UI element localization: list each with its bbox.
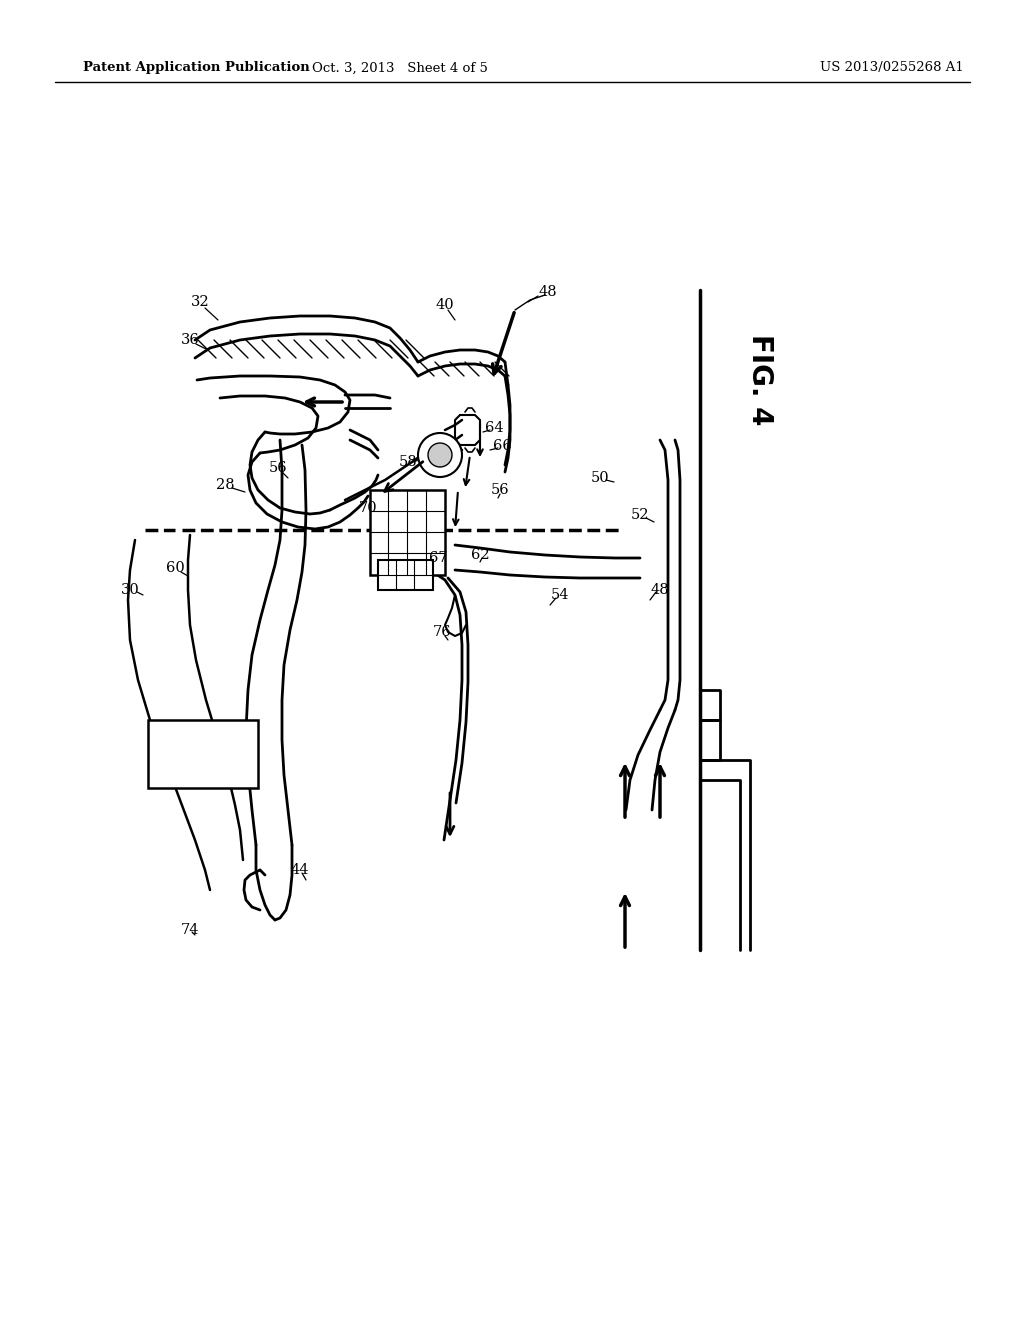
Text: 56: 56 xyxy=(268,461,288,475)
Text: 76: 76 xyxy=(433,624,452,639)
Text: Oct. 3, 2013   Sheet 4 of 5: Oct. 3, 2013 Sheet 4 of 5 xyxy=(312,62,488,74)
Text: 56: 56 xyxy=(490,483,509,498)
Text: 58: 58 xyxy=(398,455,418,469)
Text: 32: 32 xyxy=(190,294,209,309)
Text: Patent Application Publication: Patent Application Publication xyxy=(83,62,309,74)
Text: Actuator: Actuator xyxy=(171,759,236,774)
Text: 64: 64 xyxy=(484,421,504,436)
Text: 44: 44 xyxy=(291,863,309,876)
Text: 67: 67 xyxy=(429,550,447,565)
Text: 62: 62 xyxy=(471,548,489,562)
Text: 28: 28 xyxy=(216,478,234,492)
Text: US 2013/0255268 A1: US 2013/0255268 A1 xyxy=(820,62,964,74)
Text: 50: 50 xyxy=(591,471,609,484)
Text: Controller: Controller xyxy=(165,737,241,751)
Text: 48: 48 xyxy=(539,285,557,300)
Text: 36: 36 xyxy=(180,333,200,347)
Bar xyxy=(378,560,433,590)
Text: 54: 54 xyxy=(551,587,569,602)
Text: 40: 40 xyxy=(435,298,455,312)
Text: 70: 70 xyxy=(358,502,377,515)
Circle shape xyxy=(418,433,462,477)
Text: 74: 74 xyxy=(181,923,200,937)
Text: 30: 30 xyxy=(121,583,139,597)
Text: 66: 66 xyxy=(493,440,511,453)
Text: 48: 48 xyxy=(650,583,670,597)
Bar xyxy=(370,490,445,576)
Circle shape xyxy=(428,444,452,467)
Bar xyxy=(148,719,258,788)
Text: FIG. 4: FIG. 4 xyxy=(746,334,774,426)
Text: 52: 52 xyxy=(631,508,649,521)
Text: 60: 60 xyxy=(166,561,184,576)
